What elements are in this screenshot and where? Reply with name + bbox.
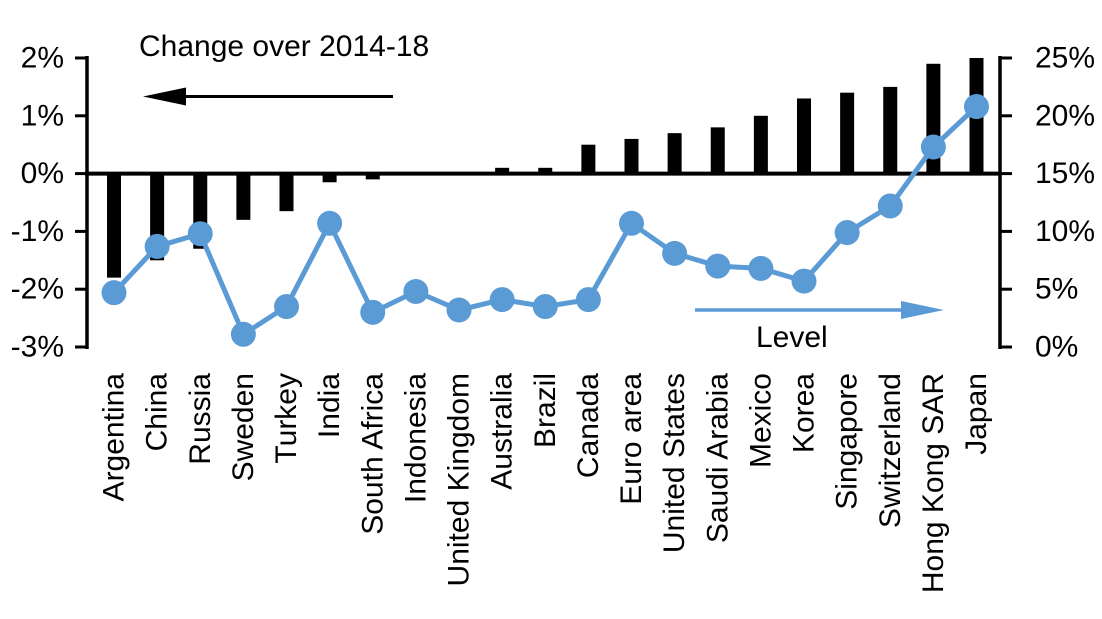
right-axis-tick-label: 15%	[1035, 157, 1095, 190]
bar-switzerland	[883, 86, 898, 174]
bar-euro-area	[624, 138, 639, 174]
right-axis-tick-label: 25%	[1035, 42, 1095, 75]
category-label-hong-kong-sar: Hong Kong SAR	[917, 373, 950, 593]
level-point-australia	[489, 287, 515, 313]
level-point-mexico	[748, 255, 774, 281]
level-point-united-kingdom	[446, 297, 472, 323]
level-point-indonesia	[403, 279, 429, 305]
level-point-brazil	[532, 294, 558, 320]
left-axis-tick-label: 0%	[21, 157, 64, 190]
category-label-canada: Canada	[572, 373, 605, 478]
left-axis-tick-label: 2%	[21, 42, 64, 75]
category-label-russia: Russia	[184, 373, 217, 465]
right-axis-tick-label: 5%	[1035, 273, 1078, 306]
level-point-russia	[187, 221, 213, 247]
level-point-korea	[791, 268, 817, 294]
level-point-india	[317, 210, 343, 236]
category-label-mexico: Mexico	[744, 373, 777, 468]
level-point-saudi-arabia	[705, 253, 731, 279]
level-point-china	[144, 233, 170, 259]
right-axis-tick-label: 10%	[1035, 215, 1095, 248]
left-axis-tick-label: -1%	[11, 215, 64, 248]
category-label-united-states: United States	[658, 373, 691, 553]
category-label-united-kingdom: United Kingdom	[443, 373, 476, 586]
category-label-singapore: Singapore	[831, 373, 864, 510]
bar-argentina	[107, 173, 121, 278]
bar-united-states	[667, 133, 682, 174]
level-point-united-states	[662, 240, 688, 266]
left-axis-tick-label: 1%	[21, 99, 64, 132]
change-arrow-head-icon	[143, 87, 186, 106]
level-point-hong-kong-sar	[920, 134, 946, 160]
category-label-india: India	[313, 373, 346, 438]
level-point-argentina	[101, 280, 127, 306]
left-axis-tick-label: -2%	[11, 273, 64, 306]
level-point-canada	[575, 287, 601, 313]
bar-india	[322, 173, 337, 183]
category-label-sweden: Sweden	[227, 373, 260, 481]
right-series-annotation-label: Level	[756, 321, 828, 354]
bar-saudi-arabia	[710, 127, 725, 174]
category-label-korea: Korea	[788, 373, 821, 453]
level-point-turkey	[274, 294, 299, 320]
bar-australia	[495, 167, 510, 174]
bar-sweden	[236, 173, 251, 220]
bar-turkey	[279, 173, 294, 212]
left-series-annotation-label: Change over 2014-18	[139, 30, 430, 63]
right-axis-tick-label: 0%	[1035, 331, 1078, 364]
left-axis-tick-label: -3%	[11, 331, 64, 364]
category-label-south-africa: South Africa	[356, 373, 389, 535]
bar-mexico	[753, 115, 768, 174]
bar-korea	[797, 98, 811, 174]
level-point-euro-area	[619, 210, 644, 236]
level-point-singapore	[834, 220, 860, 246]
level-point-switzerland	[877, 193, 903, 219]
category-label-indonesia: Indonesia	[399, 373, 432, 503]
level-point-sweden	[230, 321, 256, 347]
level-point-south-africa	[360, 299, 386, 325]
bar-south-africa	[365, 173, 380, 180]
level-arrow-head-icon	[901, 301, 944, 319]
category-label-china: China	[141, 373, 174, 452]
category-label-turkey: Turkey	[270, 373, 303, 464]
category-label-australia: Australia	[486, 373, 519, 490]
bar-canada	[581, 144, 596, 174]
bar-singapore	[840, 92, 855, 174]
right-axis-tick-label: 20%	[1035, 99, 1095, 132]
category-label-japan: Japan	[960, 373, 993, 455]
bar-brazil	[538, 167, 553, 174]
level-point-japan	[964, 94, 989, 120]
category-label-saudi-arabia: Saudi Arabia	[701, 373, 734, 543]
category-label-euro-area: Euro area	[615, 373, 648, 505]
category-label-argentina: Argentina	[98, 373, 131, 502]
category-label-brazil: Brazil	[529, 373, 562, 448]
category-label-switzerland: Switzerland	[874, 373, 907, 528]
